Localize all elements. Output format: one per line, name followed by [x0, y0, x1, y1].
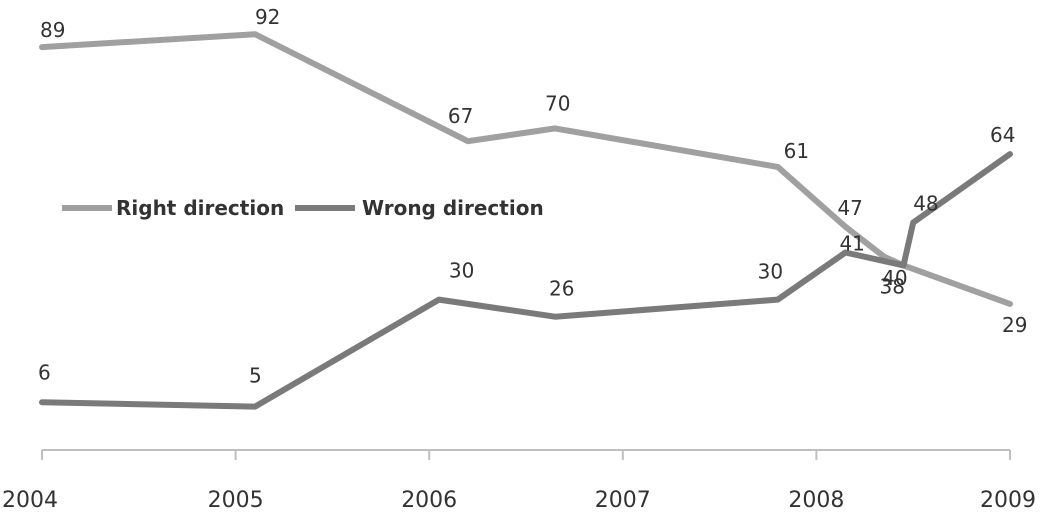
data-label: 47 [837, 196, 862, 220]
x-tick-label: 2004 [2, 488, 58, 513]
data-label: 26 [549, 277, 574, 301]
data-label: 92 [255, 5, 280, 29]
data-label: 48 [913, 192, 938, 216]
legend-item-right-direction: Right direction [62, 196, 284, 220]
series-line-right-direction [39, 31, 1013, 307]
data-label: 67 [448, 104, 473, 128]
data-label: 64 [990, 123, 1015, 147]
x-axis: 2004 2005 2006 2007 2008 2009 [2, 449, 1036, 513]
legend: Right direction Wrong direction [62, 196, 544, 220]
legend-label: Right direction [116, 196, 284, 220]
data-label: 89 [40, 18, 65, 42]
data-label: 30 [449, 259, 474, 283]
data-label: 70 [545, 91, 570, 115]
legend-item-wrong-direction: Wrong direction [295, 196, 544, 220]
x-tick-label: 2007 [595, 488, 651, 513]
data-label: 5 [249, 364, 262, 388]
x-tick-label: 2009 [980, 488, 1036, 513]
series-line-wrong-direction [39, 151, 1013, 410]
data-label: 30 [758, 260, 783, 284]
data-label: 41 [839, 232, 864, 256]
x-tick-label: 2005 [208, 488, 264, 513]
data-label: 38 [880, 274, 905, 298]
data-label: 29 [1002, 313, 1027, 337]
data-label: 61 [784, 139, 809, 163]
data-label: 6 [38, 360, 51, 384]
x-tick-label: 2006 [401, 488, 457, 513]
legend-label: Wrong direction [362, 196, 544, 220]
series-lines [39, 31, 1013, 410]
data-label: 40 [882, 266, 907, 290]
x-tick-label: 2008 [788, 488, 844, 513]
